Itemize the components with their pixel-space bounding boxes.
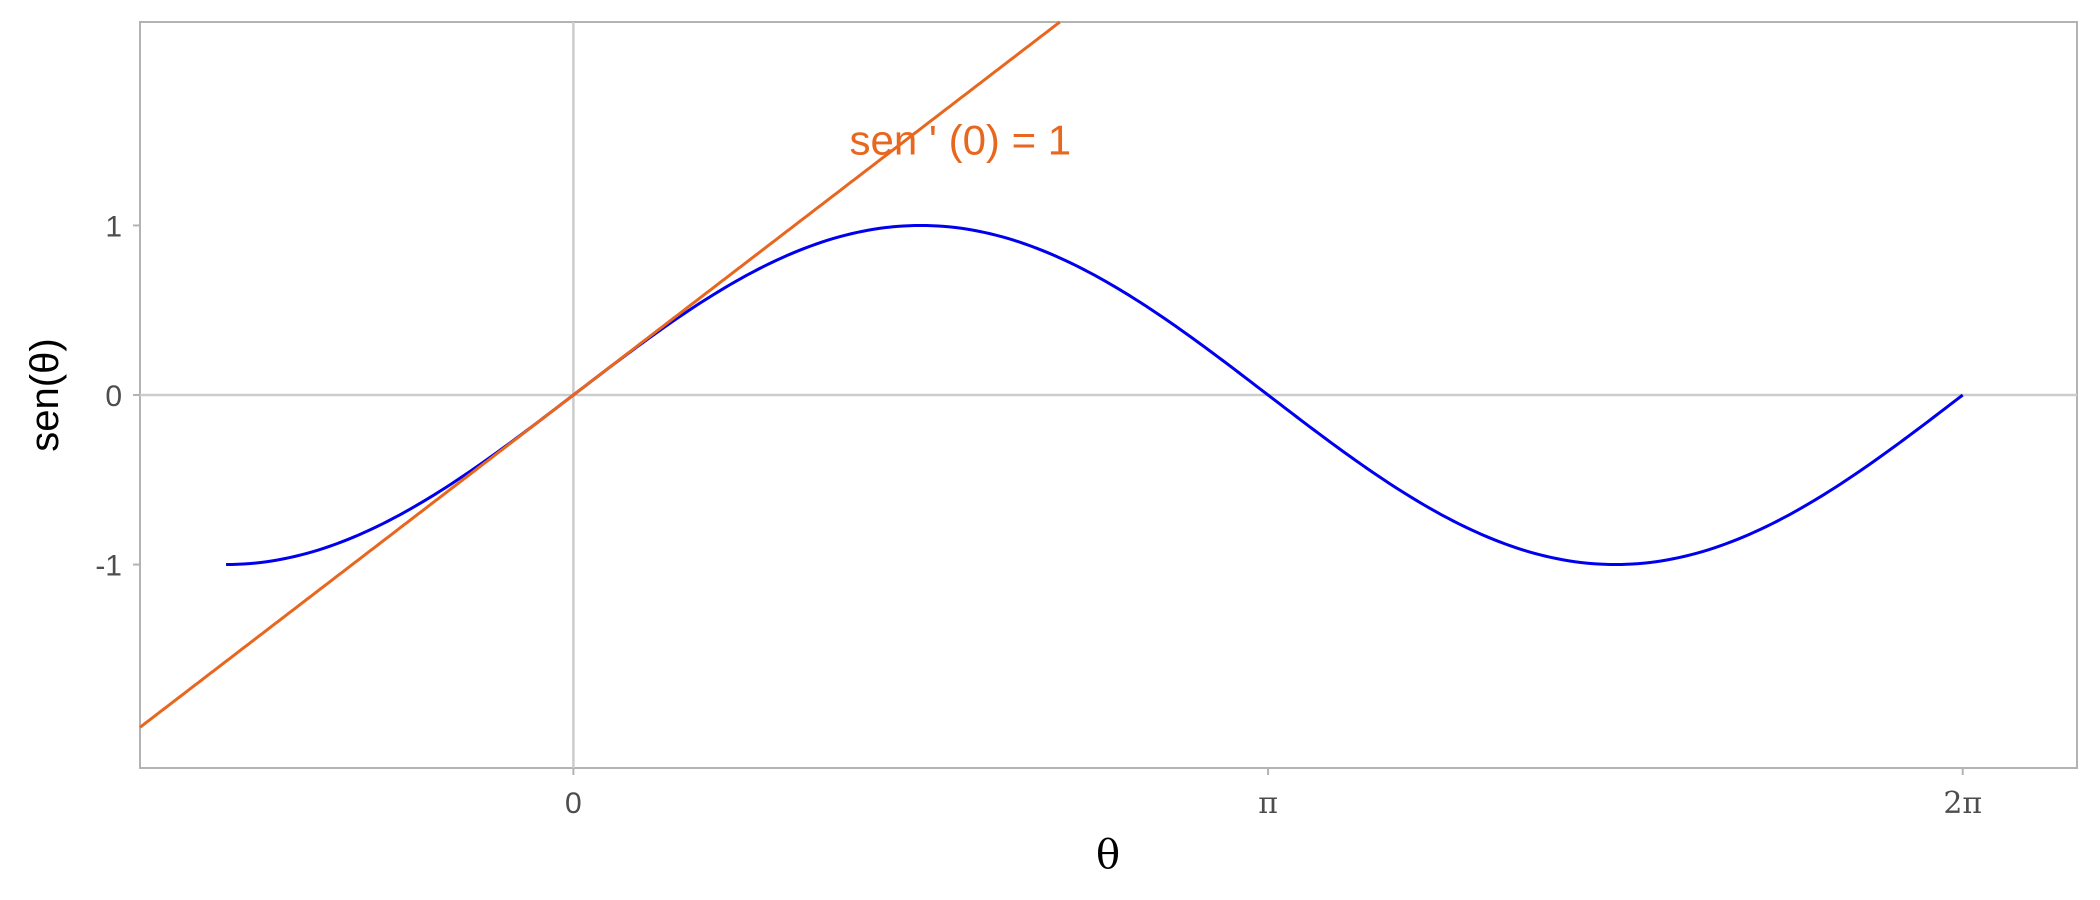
x-tick-label: 0	[565, 787, 582, 820]
y-tick-label: 0	[105, 380, 122, 413]
x-axis-title: θ	[1096, 832, 1120, 878]
y-tick-label: -1	[95, 550, 122, 583]
x-tick-label: 2π	[1943, 786, 1982, 821]
tangent-line	[139, 20, 1061, 729]
derivative-annotation: sen ' (0) = 1	[850, 117, 1072, 164]
x-tick-label: π	[1258, 786, 1278, 821]
y-tick-label: 1	[105, 210, 122, 243]
y-axis-title: sen(θ)	[23, 338, 67, 451]
